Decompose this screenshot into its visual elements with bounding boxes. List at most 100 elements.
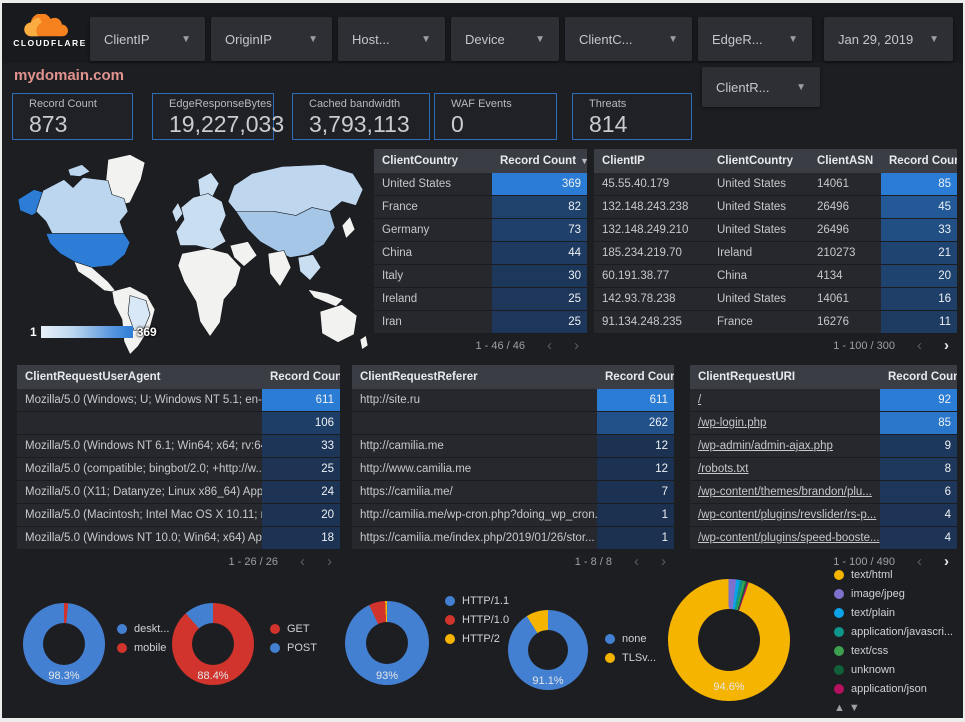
next-page-icon[interactable]: ›: [327, 553, 332, 570]
next-page-icon[interactable]: ›: [661, 553, 666, 570]
legend-item[interactable]: HTTP/2: [445, 633, 509, 646]
record-count-bar: 25: [492, 288, 587, 310]
prev-page-icon[interactable]: ‹: [917, 337, 922, 354]
table-row[interactable]: Mozilla/5.0 (compatible; bingbot/2.0; +h…: [17, 458, 340, 481]
sort-desc-icon[interactable]: ▼: [580, 156, 587, 166]
table-row[interactable]: Ireland 25: [374, 288, 587, 311]
legend-item[interactable]: deskt...: [117, 623, 169, 636]
filter-chip-clientc[interactable]: ClientC... ▼: [565, 17, 692, 61]
table-row[interactable]: 142.93.78.238 United States 14061 16: [594, 288, 957, 311]
column-header[interactable]: ClientRequestURI: [698, 371, 796, 383]
table-row[interactable]: Mozilla/5.0 (Windows NT 10.0; Win64; x64…: [17, 527, 340, 550]
world-map-chart[interactable]: 1 369: [12, 149, 372, 357]
legend-item[interactable]: text/html: [834, 569, 937, 582]
legend-item[interactable]: application/javascri...: [834, 626, 953, 639]
column-header[interactable]: ClientRequestReferer: [360, 371, 478, 383]
legend-item[interactable]: POST: [270, 642, 317, 655]
filter-chip-clientr[interactable]: ClientR... ▼: [702, 67, 820, 107]
table-row[interactable]: Mozilla/5.0 (Windows; U; Windows NT 5.1;…: [17, 389, 340, 412]
date-range-filter[interactable]: Jan 29, 2019 ▼: [824, 17, 953, 61]
table-row[interactable]: Mozilla/5.0 (X11; Datanyze; Linux x86_64…: [17, 481, 340, 504]
table-cell: Mozilla/5.0 (Windows NT 10.0; Win64; x64…: [25, 532, 262, 544]
legend-item[interactable]: HTTP/1.0: [445, 614, 509, 627]
legend-item[interactable]: text/css: [834, 645, 937, 658]
table-cell: Ireland: [717, 247, 753, 259]
column-header[interactable]: Record Count▼: [889, 155, 957, 167]
table-row[interactable]: http://site.ru 611: [352, 389, 674, 412]
table-row[interactable]: http://camilia.me 12: [352, 435, 674, 458]
table-cell: /wp-content/themes/brandon/plu...: [698, 486, 872, 498]
prev-page-icon[interactable]: ‹: [547, 337, 552, 354]
table-row[interactable]: / 92: [690, 389, 957, 412]
table-row[interactable]: /wp-content/themes/brandon/plu... 6: [690, 481, 957, 504]
table-row[interactable]: /wp-content/plugins/revslider/rs-p... 4: [690, 504, 957, 527]
table-cell: 132.148.243.238: [602, 201, 689, 213]
table-row[interactable]: Mozilla/5.0 (Macintosh; Intel Mac OS X 1…: [17, 504, 340, 527]
legend-item[interactable]: GET: [270, 623, 317, 636]
legend-item[interactable]: text/plain: [834, 607, 937, 620]
table-row[interactable]: /wp-admin/admin-ajax.php 9: [690, 435, 957, 458]
table-row[interactable]: https://camilia.me/7: [352, 481, 674, 504]
next-page-icon[interactable]: ›: [574, 337, 579, 354]
filter-chip-edger[interactable]: EdgeR... ▼: [698, 17, 812, 61]
table-row[interactable]: Iran 25: [374, 311, 587, 334]
table-row[interactable]: /wp-content/plugins/speed-booste... 4: [690, 527, 957, 550]
legend-item[interactable]: image/jpeg: [834, 588, 937, 601]
column-header[interactable]: ClientRequestUserAgent: [25, 371, 161, 383]
table-row[interactable]: France 82: [374, 196, 587, 219]
column-header[interactable]: Record Count▼: [270, 371, 340, 383]
filter-chip-clientip[interactable]: ClientIP ▼: [90, 17, 205, 61]
legend-item[interactable]: none: [605, 633, 656, 646]
column-header[interactable]: Record Count▼: [500, 155, 587, 167]
table-row[interactable]: https://camilia.me/index.php/2019/01/26/…: [352, 527, 674, 550]
table-cell: http://camilia.me/wp-cron.php?doing_wp_c…: [360, 509, 597, 521]
prev-page-icon[interactable]: ‹: [917, 553, 922, 570]
table-row[interactable]: Italy 30: [374, 265, 587, 288]
table-row[interactable]: 60.191.38.77 China 4134 20: [594, 265, 957, 288]
table-row[interactable]: Mozilla/5.0 (Windows NT 6.1; Win64; x64;…: [17, 435, 340, 458]
scorecard-threats: Threats 814: [572, 93, 692, 140]
chevron-down-icon: ▼: [535, 33, 545, 45]
table-row[interactable]: 106: [17, 412, 340, 435]
column-header[interactable]: Record Count▼: [605, 371, 674, 383]
table-row[interactable]: Germany 73: [374, 219, 587, 242]
prev-page-icon[interactable]: ‹: [634, 553, 639, 570]
table-row[interactable]: 91.134.248.235 France 16276 11: [594, 311, 957, 334]
table-row[interactable]: China 44: [374, 242, 587, 265]
table-row[interactable]: /wp-login.php 85: [690, 412, 957, 435]
filter-chip-host[interactable]: Host... ▼: [338, 17, 445, 61]
legend-item[interactable]: HTTP/1.1: [445, 595, 509, 608]
table-header: ClientRequestReferer Record Count▼: [352, 365, 674, 389]
table-cell: Italy: [382, 270, 404, 282]
dashboard-page: CLOUDFLARE ClientIP ▼ OriginIP ▼ Host... ▼ Dev…: [2, 3, 963, 718]
legend-item[interactable]: TLSv...: [605, 652, 656, 665]
table-cell: United States: [717, 224, 787, 236]
column-header[interactable]: ClientCountry: [717, 155, 794, 167]
legend-item[interactable]: unknown: [834, 664, 937, 677]
table-row[interactable]: http://www.camilia.me 12: [352, 458, 674, 481]
record-count-bar: 369: [492, 173, 587, 195]
table-row[interactable]: 185.234.219.70 Ireland 210273 21: [594, 242, 957, 265]
column-header[interactable]: ClientASN: [817, 155, 874, 167]
legend-item[interactable]: mobile: [117, 642, 169, 655]
request-uri-table: ClientRequestURI Record Count▼ / 92/wp-logi…: [690, 365, 957, 572]
legend-color-dot: [445, 634, 455, 644]
table-row[interactable]: 132.148.249.210 United States 26496 33: [594, 219, 957, 242]
column-header[interactable]: ClientIP: [602, 155, 645, 167]
column-header[interactable]: ClientCountry: [382, 155, 459, 167]
next-page-icon[interactable]: ›: [944, 337, 949, 354]
filter-chip-originip[interactable]: OriginIP ▼: [211, 17, 332, 61]
table-row[interactable]: http://camilia.me/wp-cron.php?doing_wp_c…: [352, 504, 674, 527]
table-cell: [352, 412, 597, 434]
table-row[interactable]: 45.55.40.179 United States 14061 85: [594, 173, 957, 196]
table-row[interactable]: /robots.txt 8: [690, 458, 957, 481]
table-row[interactable]: 132.148.243.238 United States 26496 45: [594, 196, 957, 219]
legend-item[interactable]: application/json: [834, 683, 937, 696]
filter-chip-device[interactable]: Device ▼: [451, 17, 559, 61]
legend-pager[interactable]: ▲▼: [834, 702, 864, 714]
prev-page-icon[interactable]: ‹: [300, 553, 305, 570]
table-row[interactable]: 262: [352, 412, 674, 435]
column-header[interactable]: Record Count▼: [888, 371, 957, 383]
table-row[interactable]: United States 369: [374, 173, 587, 196]
next-page-icon[interactable]: ›: [944, 553, 949, 570]
